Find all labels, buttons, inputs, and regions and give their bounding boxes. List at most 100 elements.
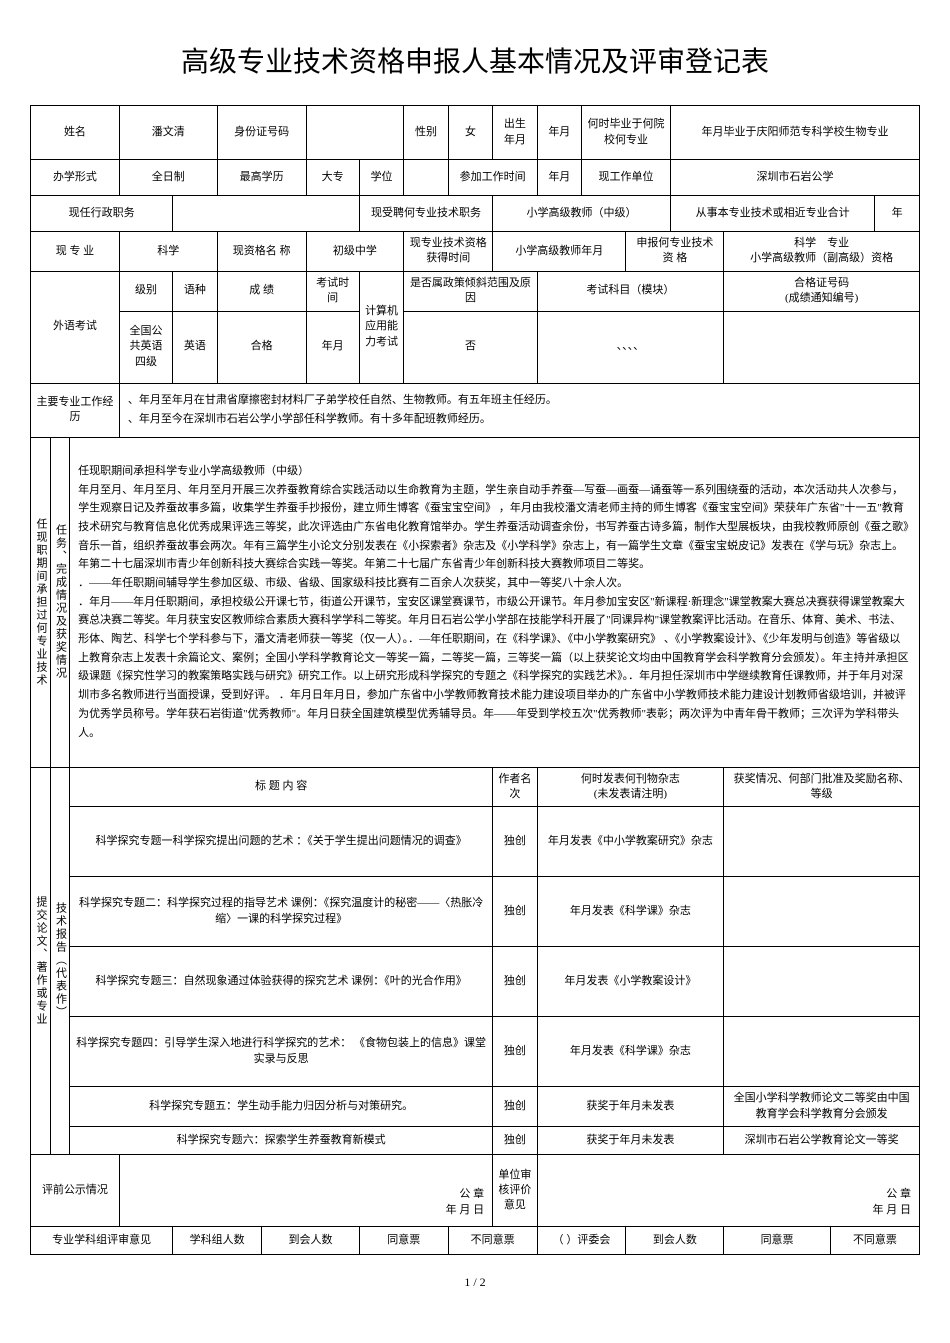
pub-journal: 获奖于年月未发表 <box>537 1087 724 1127</box>
side-label-1: 任现职期间承担过何专业技术 <box>31 437 51 767</box>
val-examlevel: 全国公共英语四级 <box>119 311 172 383</box>
pub-award <box>724 1017 920 1087</box>
val-examtime: 年月 <box>306 311 359 383</box>
pub-author: 独创 <box>493 1127 537 1155</box>
label-certno: 合格证号码(成绩通知编号) <box>724 271 920 311</box>
label-idnum: 身份证号码 <box>217 106 306 160</box>
pub-award: 深圳市石岩公学教育论文一等奖 <box>724 1127 920 1155</box>
seal-right: 公 章 年 月 日 <box>537 1155 919 1227</box>
pubhead-journal: 何时发表何刊物杂志(未发表请注明) <box>537 767 724 807</box>
pub-award <box>724 807 920 877</box>
pubhead-award: 获奖情况、何部门批准及奖励名称、等级 <box>724 767 920 807</box>
pub-journal: 年月发表《科学课》杂志 <box>537 877 724 947</box>
seal-left: 公 章 年 月 日 <box>119 1155 492 1227</box>
val-worktime: 年月 <box>537 160 581 196</box>
val-name: 潘文清 <box>119 106 217 160</box>
label-committee: （ ）评委会 <box>537 1227 626 1255</box>
side-label-2: 任务、完成情况及获奖情况 <box>50 437 70 767</box>
label-score: 成 绩 <box>217 271 306 311</box>
label-degree: 学位 <box>359 160 403 196</box>
label-curadmin: 现任行政职务 <box>31 196 173 232</box>
label-agree: 同意票 <box>359 1227 448 1255</box>
val-examlang: 英语 <box>173 311 217 383</box>
val-certno <box>724 311 920 383</box>
label-name: 姓名 <box>31 106 120 160</box>
pub-row: 科学探究专题五：学生动手能力归因分析与对策研究。 独创 获奖于年月未发表 全国小… <box>31 1087 920 1127</box>
val-gender: 女 <box>448 106 492 160</box>
label-examtime: 考试时间 <box>306 271 359 311</box>
val-curadmin <box>173 196 360 232</box>
pub-author: 独创 <box>493 1017 537 1087</box>
narrative-block: 任现职期间承担科学专业小学高级教师（中级）年月至月、年月至月、年月至月开展三次养… <box>70 437 920 767</box>
label-present: 到会人数 <box>262 1227 360 1255</box>
pubside-2: 技术报告（代表作） <box>50 767 70 1155</box>
seal-date-2: 年 月 日 <box>873 1204 912 1216</box>
label-birth: 出生年月 <box>493 106 537 160</box>
val-curqualtime: 小学高级教师年月 <box>493 232 626 272</box>
val-fromprof: 年 <box>875 196 920 232</box>
label-gender: 性别 <box>404 106 448 160</box>
pub-award <box>724 877 920 947</box>
pub-title: 科学探究专题四：引导学生深入地进行科学探究的艺术： 《食物包装上的信息》课堂实录… <box>70 1017 493 1087</box>
label-disagree2: 不同意票 <box>830 1227 919 1255</box>
pub-title: 科学探究专题一科学探究提出问题的艺术 ：《关于学生提出问题情况的调查》 <box>70 807 493 877</box>
label-curhired: 现受聘何专业技术职务 <box>359 196 492 232</box>
label-tilt: 是否属政策倾斜范围及原因 <box>404 271 537 311</box>
val-curmajor: 科学 <box>119 232 217 272</box>
pub-title: 科学探究专题五：学生动手能力归因分析与对策研究。 <box>70 1087 493 1127</box>
pub-award <box>724 947 920 1017</box>
label-mainwork: 主要专业工作经历 <box>31 383 120 437</box>
label-groupcount: 学科组人数 <box>173 1227 262 1255</box>
seal-text: 公 章 <box>459 1188 484 1200</box>
label-form: 办学形式 <box>31 160 120 196</box>
val-workunit: 深圳市石岩公学 <box>670 160 919 196</box>
pub-journal: 年月发表《小学教案设计》 <box>537 947 724 1017</box>
pub-author: 独创 <box>493 877 537 947</box>
label-lang: 语种 <box>173 271 217 311</box>
pub-journal: 年月发表《科学课》杂志 <box>537 1017 724 1087</box>
pubhead-author: 作者名次 <box>493 767 537 807</box>
pubhead-title: 标 题 内 容 <box>70 767 493 807</box>
page-footer: 1 / 2 <box>30 1275 920 1290</box>
label-exam: 外语考试 <box>31 271 120 383</box>
label-groupopinion: 专业学科组评审意见 <box>31 1227 173 1255</box>
label-prepub: 评前公示情况 <box>31 1155 120 1227</box>
val-tilt: 否 <box>404 311 537 383</box>
val-idnum <box>306 106 404 160</box>
val-form: 全日制 <box>119 160 217 196</box>
label-curqualtime: 现专业技术资格 获得时间 <box>404 232 493 272</box>
label-gradschool: 何时毕业于何院校何专业 <box>582 106 671 160</box>
pub-journal: 获奖于年月未发表 <box>537 1127 724 1155</box>
seal-date: 年 月 日 <box>446 1204 485 1216</box>
pub-author: 独创 <box>493 947 537 1017</box>
label-edu: 最高学历 <box>217 160 306 196</box>
page-title: 高级专业技术资格申报人基本情况及评审登记表 <box>30 40 920 80</box>
label-disagree: 不同意票 <box>448 1227 537 1255</box>
label-fromprof: 从事本专业技术或相近专业合计 <box>670 196 874 232</box>
pub-title: 科学探究专题六：探索学生养蚕教育新模式 <box>70 1127 493 1155</box>
val-examscore: 合格 <box>217 311 306 383</box>
val-degree <box>404 160 448 196</box>
pub-title: 科学探究专题二：科学探究过程的指导艺术 课例：《探究温度计的秘密——〈热胀冷缩〉… <box>70 877 493 947</box>
label-examsubject: 考试科目（模块） <box>537 271 724 311</box>
label-level: 级别 <box>119 271 172 311</box>
pub-row: 科学探究专题四：引导学生深入地进行科学探究的艺术： 《食物包装上的信息》课堂实录… <box>31 1017 920 1087</box>
pub-author: 独创 <box>493 807 537 877</box>
pub-row: 科学探究专题三：自然现象通过体验获得的探究艺术 课例：《叶的光合作用》 独创 年… <box>31 947 920 1017</box>
pub-row: 科学探究专题二：科学探究过程的指导艺术 课例：《探究温度计的秘密——〈热胀冷缩〉… <box>31 877 920 947</box>
val-birth: 年月 <box>537 106 581 160</box>
label-unitopinion: 单位审核评价意见 <box>493 1155 537 1227</box>
pubside-1: 提交论文、著作或专业 <box>31 767 51 1155</box>
label-workunit: 现工作单位 <box>582 160 671 196</box>
label-present2: 到会人数 <box>626 1227 724 1255</box>
pub-award: 全国小学科学教师论文二等奖由中国教育学会科学教育分会颁发 <box>724 1087 920 1127</box>
label-computer: 计算机应用能力考试 <box>359 271 403 383</box>
val-applymajor: 科学 专业小学高级教师（副高级）资格 <box>724 232 920 272</box>
pub-row: 科学探究专题一科学探究提出问题的艺术 ：《关于学生提出问题情况的调查》 独创 年… <box>31 807 920 877</box>
val-curhired: 小学高级教师（中级） <box>493 196 671 232</box>
pub-title: 科学探究专题三：自然现象通过体验获得的探究艺术 课例：《叶的光合作用》 <box>70 947 493 1017</box>
seal-text-2: 公 章 <box>886 1188 911 1200</box>
label-worktime: 参加工作时间 <box>448 160 537 196</box>
pub-journal: 年月发表《中小学教案研究》杂志 <box>537 807 724 877</box>
label-curqualname: 现资格名 称 <box>217 232 306 272</box>
